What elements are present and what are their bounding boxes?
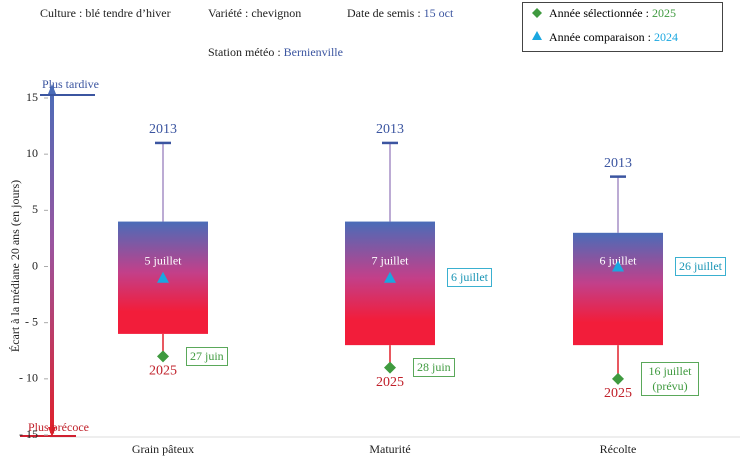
value: 15 oct <box>423 6 454 20</box>
y-tick-label: 15 <box>26 90 38 104</box>
y-tick-label: - 15 <box>19 427 38 441</box>
selected-point <box>157 350 169 363</box>
y-tick-label: - 10 <box>19 371 38 385</box>
comparison-value-label: 26 juillet <box>675 257 726 276</box>
x-tick-label: Récolte <box>600 442 637 456</box>
arrow-head <box>48 427 56 437</box>
high-label: 2013 <box>604 156 632 171</box>
y-tick-label: - 5 <box>25 314 38 328</box>
median-label: 7 juillet <box>372 253 410 267</box>
x-tick-label: Maturité <box>369 442 410 456</box>
box <box>573 232 663 346</box>
median-label: 6 juillet <box>600 253 638 267</box>
legend-item: Année comparaison : 2024 <box>549 30 678 45</box>
y-annotation: Plus tardive <box>42 77 99 91</box>
y-annotation: Plus précoce <box>28 420 89 434</box>
selected-year-label: 2025 <box>149 364 177 379</box>
legend-year: 2025 <box>651 6 676 20</box>
selected-value-label: 27 juin <box>186 346 228 366</box>
sowing: Date de semis : 15 oct <box>347 6 453 21</box>
y-tick-label: 0 <box>32 258 38 272</box>
legend-label: Année comparaison : <box>549 30 651 44</box>
high-label: 2013 <box>149 122 177 137</box>
selected-point <box>384 361 396 374</box>
selected-year-label: 2025 <box>604 386 632 401</box>
y-arrow <box>50 88 54 433</box>
legend: Année sélectionnée : 2025 Année comparai… <box>522 2 723 52</box>
legend-diamond <box>532 8 542 18</box>
label: Station météo : <box>208 45 281 59</box>
y-tick-label: 5 <box>32 202 38 216</box>
selected-year-label: 2025 <box>376 375 404 390</box>
legend-triangle <box>532 31 542 40</box>
comparison-value-label: 6 juillet <box>447 268 492 288</box>
culture: Culture : blé tendre d’hiver <box>40 6 171 20</box>
variety: Variété : chevignon <box>208 6 302 20</box>
y-axis-title: Écart à la médiane 20 ans (en jours) <box>8 180 22 352</box>
legend-year: 2024 <box>653 30 678 44</box>
value: Bernienville <box>283 45 343 59</box>
box <box>345 221 435 346</box>
arrow-head <box>48 84 56 94</box>
high-label: 2013 <box>376 122 404 137</box>
y-tick-label: 10 <box>26 146 38 160</box>
label: Date de semis : <box>347 6 421 20</box>
median-label: 5 juillet <box>145 253 183 267</box>
legend-label: Année sélectionnée : <box>549 6 649 20</box>
legend-item: Année sélectionnée : 2025 <box>549 6 676 21</box>
selected-value-label: 28 juin <box>413 358 455 378</box>
comparison-point <box>612 260 624 272</box>
selected-value-label: 16 juillet (prévu) <box>641 361 699 396</box>
x-tick-label: Grain pâteux <box>132 442 194 456</box>
station: Station météo : Bernienville <box>208 45 343 60</box>
selected-point <box>612 372 624 385</box>
legend-symbols <box>532 8 542 40</box>
comparison-point <box>384 271 396 283</box>
comparison-point <box>157 271 169 283</box>
